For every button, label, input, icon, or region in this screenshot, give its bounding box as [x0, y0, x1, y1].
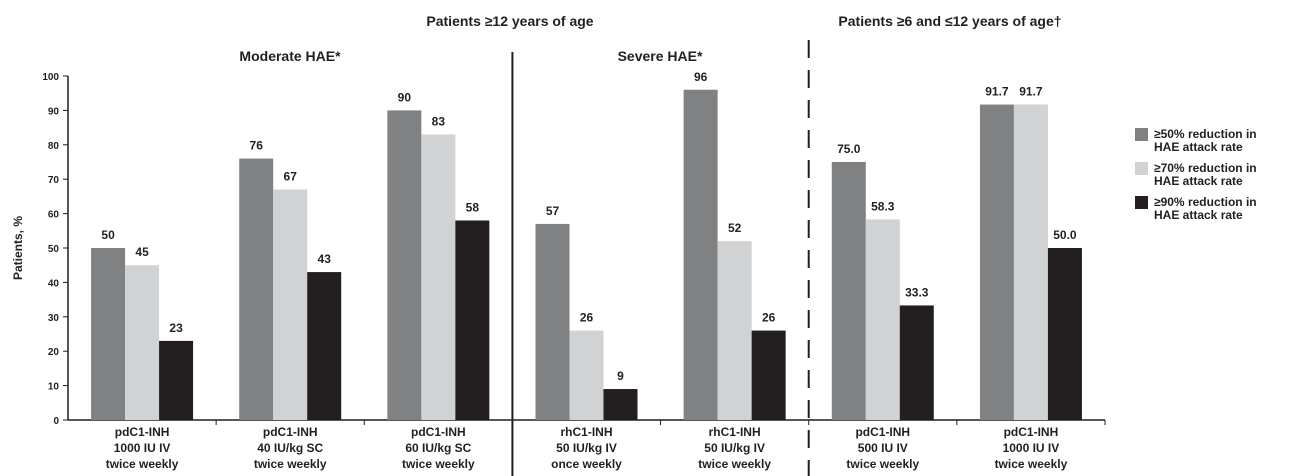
- y-tick-label: 70: [48, 175, 60, 186]
- y-tick-label: 0: [53, 416, 59, 427]
- legend-label: ≥90% reduction in HAE attack rate: [1154, 195, 1257, 222]
- y-tick-label: 40: [48, 278, 60, 289]
- bar: [831, 162, 866, 420]
- x-tick-label-line: rhC1-INH: [709, 425, 761, 439]
- x-tick-label-line: twice weekly: [106, 457, 179, 471]
- bar: [569, 330, 604, 420]
- x-tick-label-line: twice weekly: [995, 457, 1068, 471]
- y-axis-label: Patients, %: [11, 216, 25, 280]
- x-tick-label-line: 1000 IU IV: [114, 441, 171, 455]
- bar: [273, 189, 308, 420]
- group-title: Patients ≥12 years of age: [426, 13, 593, 29]
- bar: [421, 134, 456, 421]
- bar: [899, 305, 934, 420]
- bar: [125, 265, 160, 420]
- x-tick-label-line: 60 IU/kg SC: [405, 441, 471, 455]
- value-label: 91.7: [1019, 85, 1043, 99]
- legend-label: ≥50% reduction in HAE attack rate: [1154, 127, 1257, 154]
- x-tick-label-line: once weekly: [551, 457, 622, 471]
- x-tick-label-line: pdC1-INH: [263, 425, 318, 439]
- x-tick-label-line: pdC1-INH: [411, 425, 466, 439]
- value-label: 58.3: [871, 199, 895, 213]
- subgroup-title: Severe HAE*: [618, 48, 703, 64]
- bar: [751, 330, 786, 420]
- bar: [307, 272, 342, 420]
- legend-item: ≥50% reduction in HAE attack rate: [1135, 128, 1285, 154]
- x-tick-label-line: 50 IU/kg IV: [556, 441, 617, 455]
- value-label: 90: [398, 90, 412, 104]
- value-label: 33.3: [905, 285, 929, 299]
- bar: [535, 223, 570, 420]
- legend-swatch: [1135, 162, 1148, 175]
- x-tick-label-line: twice weekly: [846, 457, 919, 471]
- x-tick-label: pdC1-INH 60 IU/kg SC twice weekly: [402, 425, 475, 471]
- y-tick-label: 90: [48, 106, 60, 117]
- value-label: 50: [101, 228, 115, 242]
- x-tick-label-line: rhC1-INH: [560, 425, 612, 439]
- value-label: 52: [728, 221, 742, 235]
- value-label: 43: [318, 252, 332, 266]
- y-tick-label: 60: [48, 210, 60, 221]
- value-label: 57: [546, 204, 560, 218]
- bar: [683, 89, 718, 420]
- legend-item: ≥70% reduction in HAE attack rate: [1135, 162, 1285, 188]
- bar: [865, 219, 900, 420]
- legend-swatch: [1135, 196, 1148, 209]
- value-label: 26: [580, 311, 594, 325]
- x-tick-label-line: 500 IU IV: [858, 441, 908, 455]
- bar: [159, 340, 194, 420]
- bar: [387, 110, 422, 421]
- x-tick-label: pdC1-INH 500 IU IV twice weekly: [846, 425, 919, 471]
- value-label: 26: [762, 311, 776, 325]
- bar: [91, 248, 126, 420]
- x-tick-label-line: twice weekly: [698, 457, 771, 471]
- value-label: 23: [169, 321, 183, 335]
- value-label: 91.7: [985, 85, 1009, 99]
- legend: ≥50% reduction in HAE attack rate ≥70% re…: [1135, 128, 1285, 230]
- subgroup-title: Moderate HAE*: [239, 48, 341, 64]
- value-label: 45: [135, 245, 149, 259]
- bar: [717, 241, 752, 420]
- y-tick-label: 30: [48, 313, 60, 324]
- x-tick-label: rhC1-INH 50 IU/kg IV once weekly: [551, 425, 622, 471]
- x-tick-label: pdC1-INH 1000 IU IV twice weekly: [995, 425, 1068, 471]
- x-tick-label: rhC1-INH 50 IU/kg IV twice weekly: [698, 425, 771, 471]
- value-label: 83: [432, 114, 446, 128]
- y-tick-label: 20: [48, 347, 60, 358]
- x-tick-label: pdC1-INH 40 IU/kg SC twice weekly: [254, 425, 327, 471]
- x-tick-label-line: pdC1-INH: [1004, 425, 1059, 439]
- y-tick-label: 80: [48, 141, 60, 152]
- bar: [1047, 248, 1082, 420]
- value-label: 9: [617, 369, 624, 383]
- bar: [239, 158, 274, 420]
- value-label: 96: [694, 70, 708, 84]
- y-tick-label: 10: [48, 382, 60, 393]
- x-tick-label: pdC1-INH 1000 IU IV twice weekly: [106, 425, 179, 471]
- legend-swatch: [1135, 128, 1148, 141]
- x-tick-label-line: 50 IU/kg IV: [704, 441, 765, 455]
- value-label: 75.0: [837, 142, 861, 156]
- x-tick-label-line: 1000 IU IV: [1003, 441, 1060, 455]
- group-title: Patients ≥6 and ≤12 years of age†: [838, 13, 1061, 29]
- bar: [455, 220, 490, 420]
- value-label: 58: [466, 200, 480, 214]
- y-tick-label: 50: [48, 244, 60, 255]
- x-tick-label-line: pdC1-INH: [115, 425, 170, 439]
- value-label: 67: [284, 170, 298, 184]
- x-tick-label-line: twice weekly: [254, 457, 327, 471]
- x-tick-label-line: 40 IU/kg SC: [257, 441, 323, 455]
- legend-item: ≥90% reduction in HAE attack rate: [1135, 196, 1285, 222]
- bar: [979, 104, 1014, 420]
- bar: [603, 389, 638, 420]
- bar: [1013, 104, 1048, 420]
- x-tick-label-line: twice weekly: [402, 457, 475, 471]
- y-tick-label: 100: [42, 72, 59, 83]
- x-tick-label-line: pdC1-INH: [855, 425, 910, 439]
- value-label: 76: [250, 139, 264, 153]
- value-label: 50.0: [1053, 228, 1077, 242]
- legend-label: ≥70% reduction in HAE attack rate: [1154, 161, 1257, 188]
